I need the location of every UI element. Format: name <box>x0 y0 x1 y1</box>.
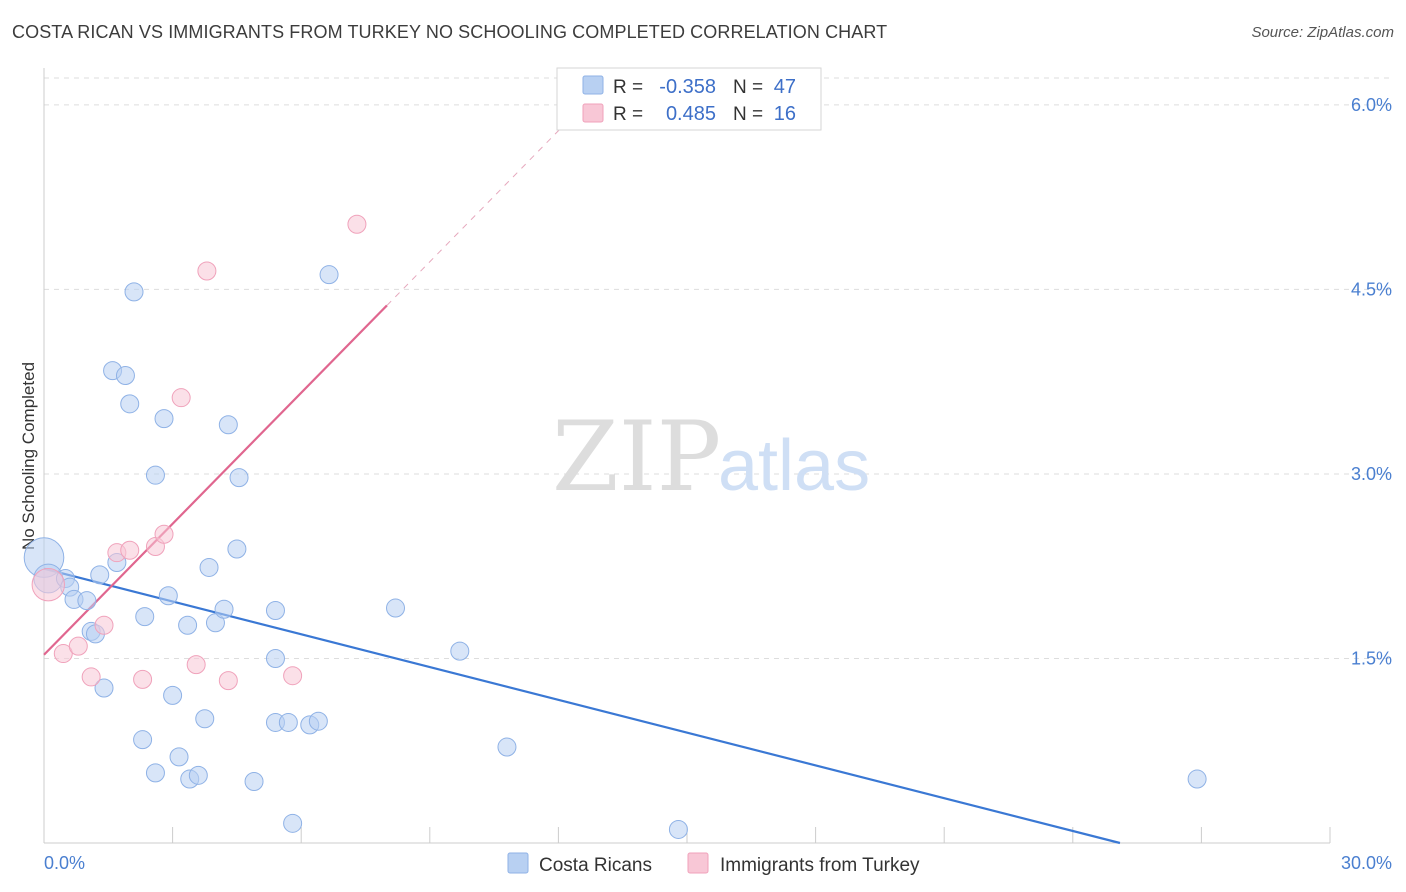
y-tick-label: 3.0% <box>1351 464 1392 484</box>
point-costa-ricans <box>178 615 198 635</box>
point-costa-ricans <box>133 730 153 750</box>
point-costa-ricans <box>145 763 165 783</box>
point-costa-ricans <box>169 747 189 767</box>
point-immigrants-turkey <box>186 655 206 675</box>
point-immigrants-turkey <box>94 615 114 635</box>
stats-swatch-costa-ricans <box>582 75 604 95</box>
point-costa-ricans <box>229 468 249 488</box>
point-immigrants-turkey <box>171 388 191 408</box>
point-immigrants-turkey <box>283 666 303 686</box>
trend-line-costa-ricans <box>43 567 1121 845</box>
point-costa-ricans <box>199 557 219 577</box>
point-immigrants-turkey <box>133 669 153 689</box>
y-tick-label: 6.0% <box>1351 95 1392 115</box>
point-costa-ricans <box>668 819 688 839</box>
point-immigrants-turkey <box>31 567 65 602</box>
x-tick-label-start: 0.0% <box>44 853 85 873</box>
x-tick-label-end: 30.0% <box>1341 853 1392 873</box>
legend: Costa Ricans Immigrants from Turkey <box>507 852 920 876</box>
point-immigrants-turkey <box>81 667 101 687</box>
point-costa-ricans <box>154 409 174 429</box>
data-points <box>23 214 1207 839</box>
point-costa-ricans <box>205 613 225 633</box>
point-costa-ricans <box>218 415 238 435</box>
point-costa-ricans <box>124 282 144 302</box>
gridlines <box>44 77 1392 659</box>
point-costa-ricans <box>120 394 140 414</box>
stats-r-value-2: 0.485 <box>666 103 716 125</box>
y-axis-label: No Schooling Completed <box>19 362 38 550</box>
point-costa-ricans <box>265 648 285 668</box>
point-costa-ricans <box>158 586 178 606</box>
point-costa-ricans <box>163 685 183 705</box>
point-costa-ricans <box>497 737 517 757</box>
stats-box: R = -0.358 N = 47 R = 0.485 N = 16 <box>556 67 822 131</box>
stats-n-value-2: 16 <box>774 103 796 125</box>
stats-r-label-1: R = <box>613 77 643 98</box>
point-costa-ricans <box>90 565 110 585</box>
stats-r-value-1: -0.358 <box>659 76 716 98</box>
point-costa-ricans <box>214 599 234 619</box>
stats-r-label-2: R = <box>613 104 643 125</box>
point-costa-ricans <box>77 591 97 611</box>
point-costa-ricans <box>227 539 247 559</box>
point-immigrants-turkey <box>347 214 367 234</box>
stats-n-label-2: N = <box>733 104 763 125</box>
point-costa-ricans <box>195 709 215 729</box>
point-immigrants-turkey <box>218 671 238 691</box>
trend-line-immigrants-turkey <box>43 304 388 656</box>
point-costa-ricans <box>450 641 470 661</box>
point-costa-ricans <box>319 265 339 285</box>
point-costa-ricans <box>386 598 406 618</box>
y-tick-labels: 1.5% 3.0% 4.5% 6.0% <box>1351 95 1392 669</box>
trend-line-extension <box>386 104 585 306</box>
point-costa-ricans <box>188 765 208 785</box>
x-tick-labels: 0.0% 30.0% <box>44 853 1392 873</box>
chart-title: COSTA RICAN VS IMMIGRANTS FROM TURKEY NO… <box>12 22 888 42</box>
point-costa-ricans <box>308 711 328 731</box>
point-costa-ricans <box>94 678 114 698</box>
point-costa-ricans <box>265 601 285 620</box>
point-costa-ricans <box>244 771 264 791</box>
legend-swatch-immigrants-turkey <box>687 852 709 874</box>
legend-label-immigrants-turkey: Immigrants from Turkey <box>720 855 920 876</box>
watermark: ZIP atlas <box>552 401 870 513</box>
legend-swatch-costa-ricans <box>507 852 529 874</box>
watermark-zip: ZIP <box>552 401 721 513</box>
stats-n-label-1: N = <box>733 77 763 98</box>
stats-swatch-immigrants-turkey <box>582 103 604 123</box>
legend-label-costa-ricans: Costa Ricans <box>539 855 652 876</box>
watermark-atlas: atlas <box>718 426 870 506</box>
point-immigrants-turkey <box>120 540 140 560</box>
point-costa-ricans <box>283 813 303 833</box>
y-tick-label: 4.5% <box>1351 279 1392 299</box>
point-costa-ricans <box>135 607 155 627</box>
point-costa-ricans <box>145 465 165 485</box>
point-costa-ricans <box>1187 769 1207 789</box>
source-credit: Source: ZipAtlas.com <box>1251 24 1394 41</box>
stats-n-value-1: 47 <box>774 76 796 98</box>
point-immigrants-turkey <box>197 261 217 281</box>
point-costa-ricans <box>278 712 298 732</box>
point-immigrants-turkey <box>68 636 88 656</box>
point-costa-ricans <box>115 366 135 386</box>
point-immigrants-turkey <box>53 644 73 664</box>
y-tick-label: 1.5% <box>1351 648 1392 668</box>
point-immigrants-turkey <box>154 524 174 544</box>
